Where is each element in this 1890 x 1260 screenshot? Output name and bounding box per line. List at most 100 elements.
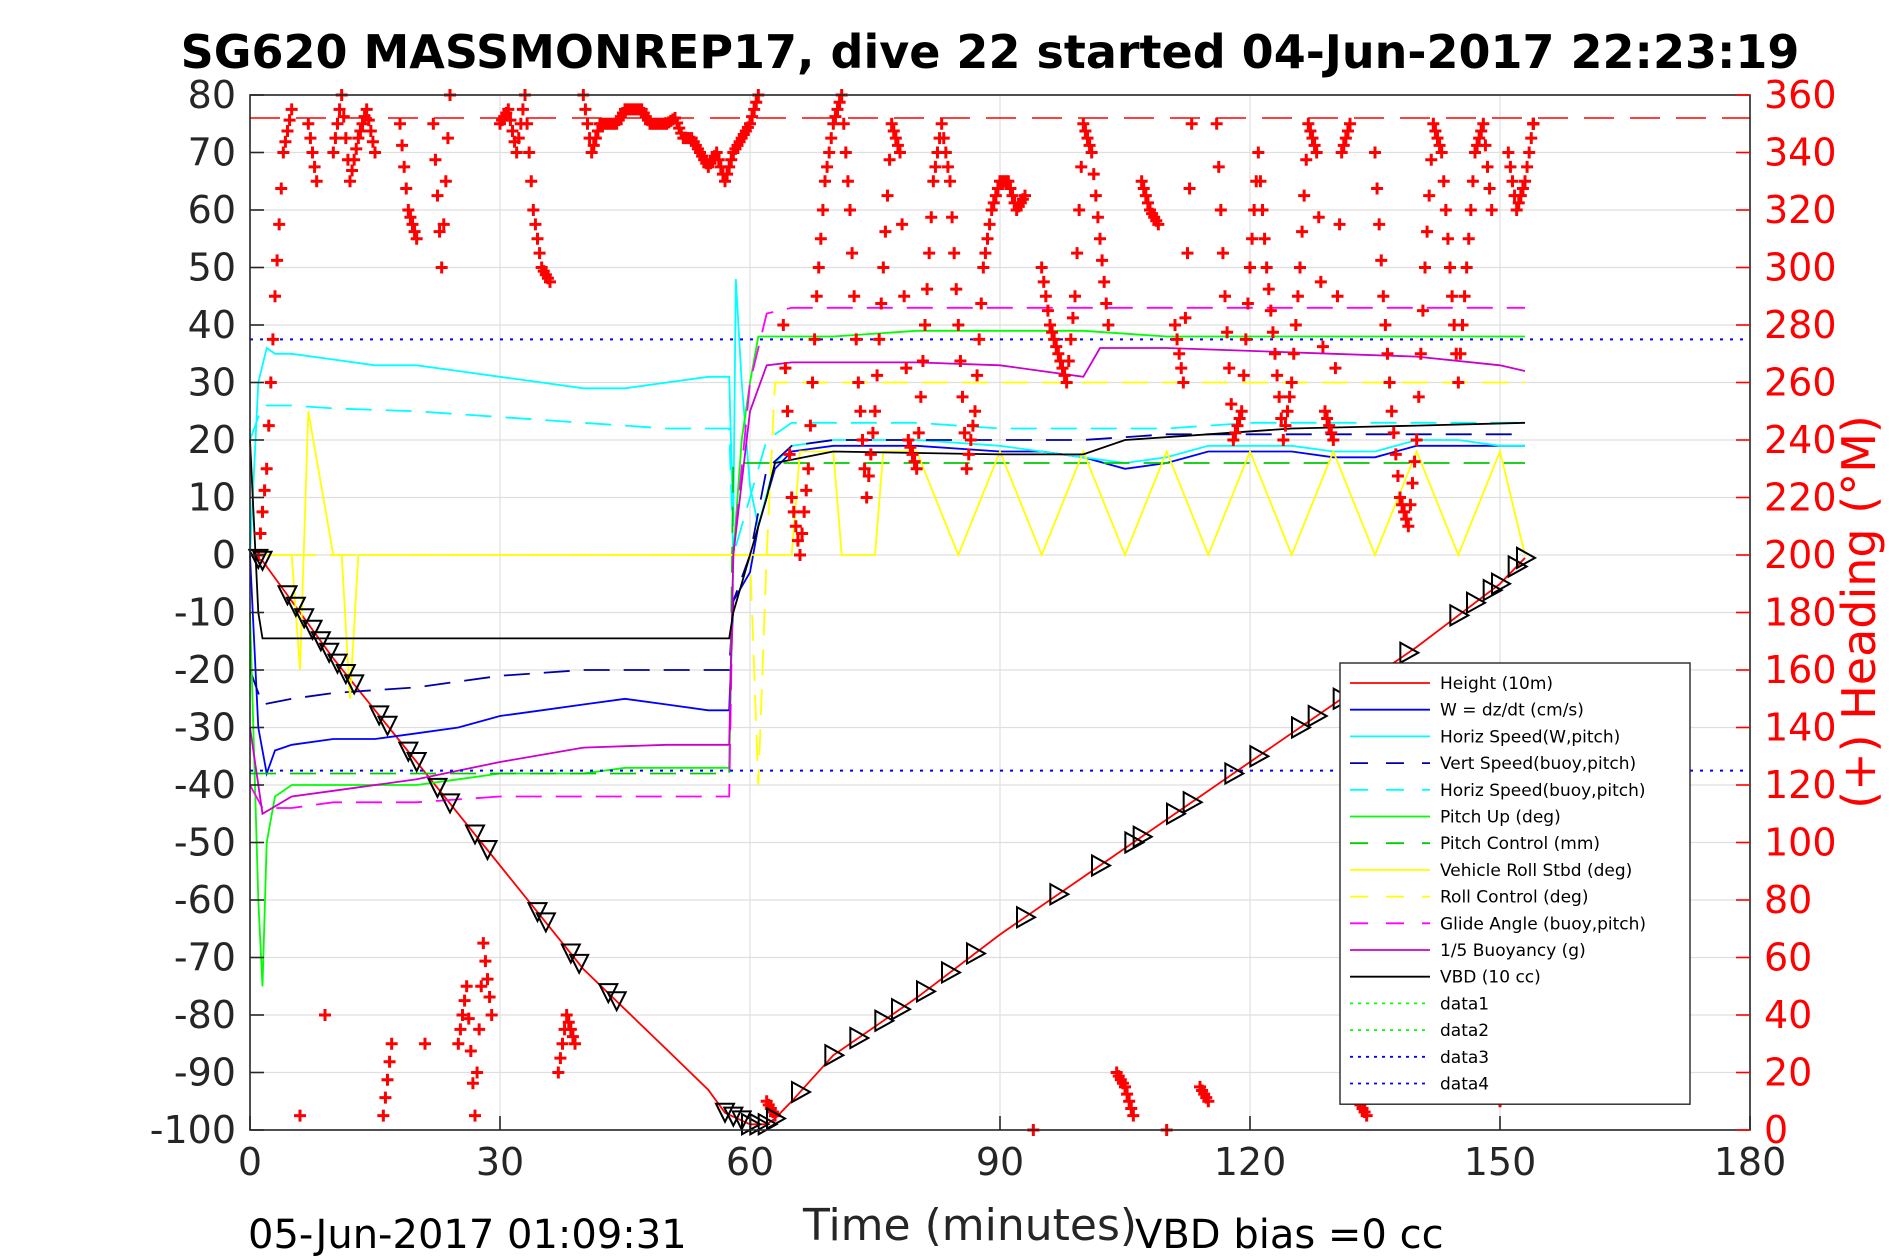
series-line-6 xyxy=(250,462,1525,775)
heading-marker xyxy=(381,1073,394,1086)
heading-marker xyxy=(587,139,600,152)
heading-marker xyxy=(1379,319,1392,331)
heading-marker xyxy=(946,211,959,224)
heading-marker xyxy=(1435,146,1448,159)
series-line-10 xyxy=(249,347,1526,816)
heading-marker xyxy=(408,225,421,238)
heading-marker xyxy=(1046,326,1059,339)
heading-marker xyxy=(452,1037,465,1050)
heading-marker xyxy=(791,534,804,547)
heading-marker xyxy=(908,455,921,468)
heading-marker xyxy=(1304,124,1317,137)
heading-marker xyxy=(1335,146,1348,159)
triangle-marker xyxy=(318,642,340,664)
heading-marker xyxy=(1516,182,1529,195)
heading-marker xyxy=(469,1109,481,1122)
heading-marker xyxy=(846,247,859,260)
heading-marker xyxy=(1469,146,1481,159)
heading-marker xyxy=(1077,117,1090,130)
heading-marker xyxy=(1058,369,1071,382)
x-tick-label: 60 xyxy=(726,1140,774,1184)
heading-marker xyxy=(1050,340,1063,353)
heading-marker xyxy=(566,1030,579,1043)
heading-marker xyxy=(787,505,800,518)
heading-marker xyxy=(1256,204,1269,216)
heading-marker xyxy=(1337,139,1350,152)
heading-marker xyxy=(1329,362,1342,375)
heading-marker xyxy=(1081,132,1094,145)
heading-marker xyxy=(710,146,723,159)
x-tick-label: 0 xyxy=(238,1140,262,1184)
heading-marker xyxy=(1085,146,1098,159)
heading-marker xyxy=(1258,232,1271,245)
heading-marker xyxy=(1425,153,1438,166)
heading-marker xyxy=(1235,405,1248,418)
heading-marker xyxy=(1037,275,1050,288)
heading-marker xyxy=(404,211,417,224)
heading-marker xyxy=(904,441,917,454)
heading-marker xyxy=(1277,434,1290,446)
heading-marker xyxy=(969,405,981,418)
heading-marker xyxy=(1314,275,1327,288)
heading-marker xyxy=(1079,124,1092,137)
heading-marker xyxy=(554,1052,567,1065)
heading-marker xyxy=(360,103,373,116)
heading-marker xyxy=(829,110,842,123)
heading-marker xyxy=(1433,139,1446,152)
triangle-marker xyxy=(326,653,349,675)
heading-marker xyxy=(262,419,275,432)
heading-marker xyxy=(894,146,906,159)
legend-label-8: Roll Control (deg) xyxy=(1440,888,1588,908)
heading-marker xyxy=(954,354,967,367)
heading-marker xyxy=(479,955,492,968)
heading-marker xyxy=(1414,347,1427,360)
x-tick-label: 30 xyxy=(476,1140,524,1184)
y-tick-label: 10 xyxy=(188,476,236,520)
heading-marker xyxy=(1212,160,1225,173)
heading-marker xyxy=(512,132,525,145)
x-tick-label: 180 xyxy=(1714,1140,1787,1184)
triangle-marker xyxy=(1249,744,1271,768)
heading-marker xyxy=(454,1023,467,1036)
heading-marker xyxy=(1139,189,1152,202)
heading-marker xyxy=(1302,117,1315,130)
right-tick-label: 280 xyxy=(1764,303,1837,347)
right-tick-label: 160 xyxy=(1764,648,1837,692)
heading-marker xyxy=(914,390,927,403)
heading-marker xyxy=(1333,218,1346,231)
heading-marker xyxy=(804,419,817,432)
heading-marker xyxy=(1464,204,1477,216)
heading-marker xyxy=(1375,254,1388,267)
heading-marker xyxy=(1466,175,1479,188)
heading-marker xyxy=(1431,132,1444,145)
heading-marker xyxy=(1419,261,1431,274)
heading-marker xyxy=(937,132,950,145)
y-tick-label: 40 xyxy=(188,303,236,347)
heading-marker xyxy=(585,146,598,159)
heading-marker xyxy=(781,405,794,418)
heading-marker xyxy=(1298,189,1311,202)
heading-marker xyxy=(306,146,319,159)
heading-marker xyxy=(1285,376,1298,389)
heading-marker xyxy=(1098,275,1111,288)
heading-marker xyxy=(821,160,834,173)
legend-label-13: data2 xyxy=(1440,1021,1489,1041)
right-tick-label: 80 xyxy=(1764,878,1812,922)
heading-marker xyxy=(1321,412,1334,425)
heading-marker xyxy=(333,103,346,116)
legend-label-6: Pitch Control (mm) xyxy=(1440,834,1600,854)
y-tick-label: 20 xyxy=(188,418,236,462)
heading-marker xyxy=(348,153,361,166)
series-lines xyxy=(249,117,1750,1126)
heading-marker xyxy=(1135,175,1148,188)
heading-marker xyxy=(712,153,725,166)
heading-marker xyxy=(1323,419,1336,432)
heading-marker xyxy=(1169,319,1181,331)
y-axis-ticks: 80 70 60 50 40 30 20 10 0 -10 -20 -30 -40 -50 -60 -70 -8… xyxy=(150,73,264,1152)
heading-marker xyxy=(1377,290,1390,303)
heading-marker xyxy=(921,283,934,296)
heading-marker xyxy=(406,218,419,231)
heading-marker xyxy=(852,376,865,389)
heading-marker xyxy=(544,275,556,288)
triangle-marker xyxy=(247,548,269,571)
